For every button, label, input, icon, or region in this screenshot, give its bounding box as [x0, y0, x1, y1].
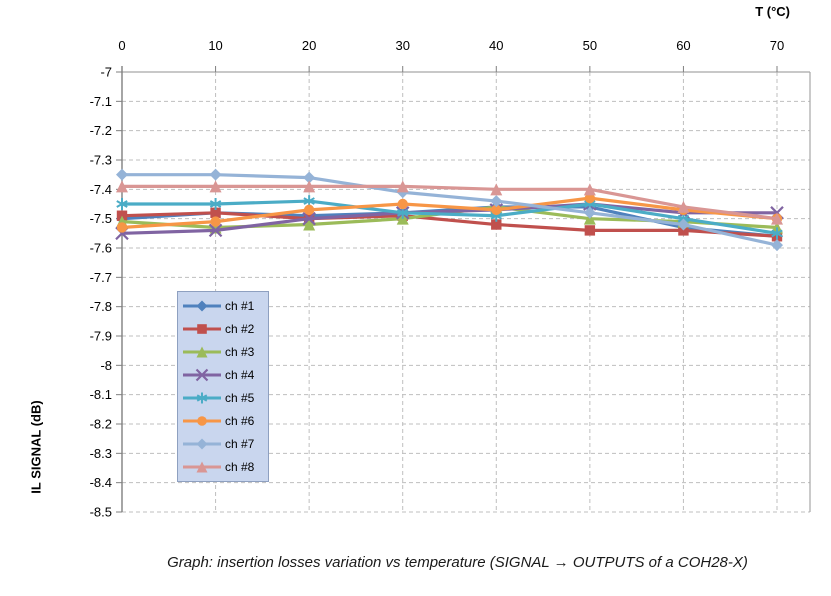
legend-label: ch #7 — [225, 437, 255, 452]
y-tick-label: -8.5 — [90, 505, 112, 520]
series-marker — [197, 323, 207, 334]
series-marker — [396, 180, 409, 193]
series-marker — [302, 211, 316, 226]
legend-label: ch #1 — [225, 298, 255, 313]
series-marker — [116, 222, 128, 233]
series-marker — [303, 180, 316, 193]
series-marker — [490, 183, 503, 196]
y-tick-label: -7.9 — [90, 329, 112, 344]
y-axis-title: IL SIGNAL (dB) — [28, 400, 44, 494]
series-marker — [195, 368, 209, 382]
y-tick-label: -7.1 — [90, 94, 112, 109]
legend-key-circle-icon — [183, 416, 221, 426]
series-marker — [196, 392, 208, 404]
series-marker — [771, 212, 783, 225]
legend-label: ch #4 — [225, 367, 255, 382]
x-tick-label: 70 — [770, 38, 784, 53]
series-line-ch-7 — [120, 173, 779, 247]
series-marker — [490, 195, 503, 208]
series-line-ch-5 — [120, 199, 779, 235]
legend-key-triangle-icon — [183, 461, 221, 473]
y-tick-label: -7.2 — [90, 123, 112, 138]
series-marker — [209, 198, 222, 210]
y-tick-label: -8.2 — [90, 417, 112, 432]
figure-caption: Graph: insertion losses variation vs tem… — [167, 554, 748, 571]
legend-item: ch #5 — [182, 387, 268, 409]
legend-label: ch #5 — [225, 391, 255, 406]
y-tick-label: -7.3 — [90, 153, 112, 168]
series-marker — [303, 204, 315, 216]
series-line-ch-8 — [120, 184, 779, 221]
y-tick-label: -7.7 — [90, 270, 112, 285]
legend-label: ch #2 — [225, 321, 255, 336]
series-marker — [397, 198, 408, 210]
series-marker — [584, 192, 596, 204]
series-marker — [209, 180, 222, 193]
legend-key-asterisk-icon — [183, 392, 221, 404]
legend-key-triangle-icon — [183, 346, 221, 358]
series-marker — [491, 204, 502, 216]
x-tick-label: 20 — [302, 38, 316, 53]
series-marker — [197, 416, 207, 426]
series-marker — [677, 218, 690, 231]
legend-item: ch #3 — [182, 341, 268, 363]
series-marker — [583, 183, 596, 196]
legend-label: ch #6 — [225, 414, 255, 429]
legend-key-diamond-icon — [183, 438, 221, 450]
legend-item: ch #1 — [182, 295, 268, 317]
legend-item: ch #4 — [182, 364, 268, 386]
series-marker — [196, 300, 208, 312]
series-marker — [116, 198, 128, 210]
legend-label: ch #8 — [225, 460, 255, 475]
series-marker — [677, 200, 690, 213]
legend-item: ch #7 — [182, 433, 268, 455]
y-tick-label: -8.1 — [90, 387, 112, 402]
series-marker — [116, 180, 128, 193]
y-tick-label: -7.4 — [90, 182, 112, 197]
x-tick-label: 30 — [395, 38, 409, 53]
x-tick-label: 60 — [676, 38, 690, 53]
legend-label: ch #3 — [225, 344, 255, 359]
series-marker — [116, 168, 128, 181]
legend-item: ch #6 — [182, 410, 268, 432]
legend-key-square-icon — [183, 323, 221, 334]
series-line-ch-6 — [120, 196, 779, 230]
series-marker — [196, 461, 208, 473]
series-marker — [491, 219, 502, 230]
y-tick-label: -8 — [100, 358, 112, 373]
legend-key-x-icon — [183, 368, 221, 382]
legend-item: ch #8 — [182, 456, 268, 478]
series-marker — [583, 206, 596, 219]
x-tick-label: 40 — [489, 38, 503, 53]
x-tick-label: 50 — [583, 38, 597, 53]
y-tick-label: -7.5 — [90, 211, 112, 226]
series-marker — [208, 223, 223, 238]
x-tick-label: 0 — [118, 38, 125, 53]
x-tick-label: 10 — [208, 38, 222, 53]
y-tick-label: -7.6 — [90, 241, 112, 256]
series-marker — [196, 346, 208, 358]
series-marker — [210, 216, 221, 227]
series-marker — [210, 207, 221, 218]
series-marker — [584, 225, 596, 236]
series-line-ch-2 — [120, 211, 779, 238]
series-marker — [209, 168, 222, 181]
chart-legend: ch #1 ch #2 ch #3 ch #4 ch #5 ch #6 ch #7 ch #8 — [177, 291, 269, 482]
series-marker — [303, 218, 316, 231]
series-marker — [303, 171, 316, 184]
series-marker — [196, 438, 208, 450]
x-axis-title: T (°C) — [755, 4, 790, 19]
legend-item: ch #2 — [182, 318, 268, 340]
y-tick-label: -8.3 — [90, 446, 112, 461]
y-tick-label: -7 — [100, 65, 112, 80]
legend-key-diamond-icon — [183, 300, 221, 312]
series-line-ch-4 — [120, 202, 779, 235]
series-marker — [771, 227, 783, 240]
y-tick-label: -8.4 — [90, 475, 112, 490]
y-tick-label: -7.8 — [90, 299, 112, 314]
series-marker — [771, 239, 783, 252]
